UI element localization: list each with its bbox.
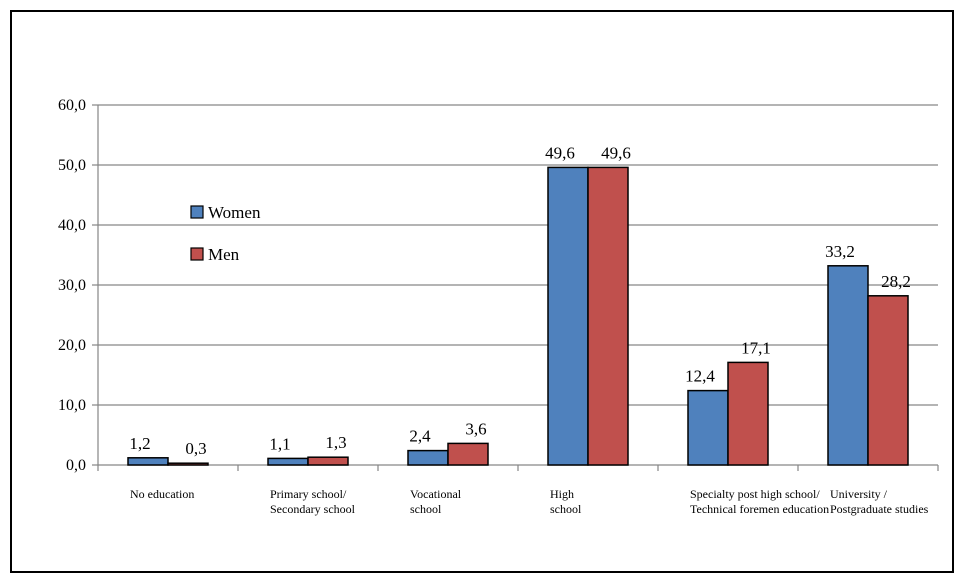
category-label: Primary school/	[270, 487, 347, 501]
data-label-men-1: 1,3	[325, 433, 346, 452]
category-label: Postgraduate studies	[830, 502, 929, 516]
y-tick-label: 50,0	[58, 157, 86, 174]
chart-frame	[10, 10, 954, 573]
y-tick-label: 0,0	[66, 457, 86, 474]
category-label: school	[550, 502, 582, 516]
category-label: Secondary school	[270, 502, 356, 516]
category-label: University /	[830, 487, 888, 501]
y-tick-label: 60,0	[58, 97, 86, 114]
y-tick-label: 10,0	[58, 397, 86, 414]
category-label: Vocational	[410, 487, 462, 501]
data-label-men-2: 3,6	[465, 419, 486, 438]
data-label-men-5: 28,2	[881, 272, 911, 291]
data-label-women-0: 1,2	[129, 434, 150, 453]
category-label: school	[410, 502, 442, 516]
bar-women-4	[687, 389, 729, 466]
data-label-women-1: 1,1	[269, 434, 290, 453]
data-label-women-4: 12,4	[685, 367, 715, 386]
y-tick-label: 20,0	[58, 337, 86, 354]
data-label-men-4: 17,1	[741, 338, 771, 357]
bar-men-2	[447, 442, 489, 466]
data-label-women-5: 33,2	[825, 242, 855, 261]
category-label: High	[550, 487, 574, 501]
bar-men-5	[867, 295, 909, 466]
legend-label-women: Women	[208, 203, 261, 222]
category-label: Specialty post high school/	[690, 487, 820, 501]
data-label-men-3: 49,6	[601, 143, 631, 162]
bar-men-1	[307, 456, 349, 466]
y-tick-label: 40,0	[58, 217, 86, 234]
category-label: Technical foremen education	[690, 502, 829, 516]
legend-swatch-women	[190, 205, 204, 219]
y-tick-label: 30,0	[58, 277, 86, 294]
bar-women-3	[547, 166, 589, 466]
bar-women-5	[827, 265, 869, 466]
bar-women-1	[267, 457, 309, 466]
bar-men-4	[727, 361, 769, 466]
bar-women-2	[407, 449, 449, 466]
legend-swatch-men	[190, 247, 204, 261]
legend-label-men: Men	[208, 245, 240, 264]
data-label-women-3: 49,6	[545, 143, 575, 162]
category-label: No education	[130, 487, 194, 501]
bar-men-3	[587, 166, 629, 466]
bar-men-0	[167, 462, 209, 466]
data-label-men-0: 0,3	[185, 439, 206, 458]
bar-women-0	[127, 457, 169, 466]
data-label-women-2: 2,4	[409, 427, 431, 446]
